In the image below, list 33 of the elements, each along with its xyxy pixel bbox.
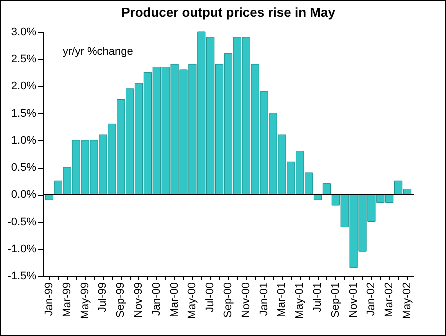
x-tick-label: Sep-01	[330, 282, 342, 318]
x-tick-label: May-00	[186, 282, 199, 320]
x-tick-label: Mar-01	[276, 282, 288, 318]
x-tick-label: Nov-99	[132, 282, 145, 318]
x-tick-label: Sep-00	[222, 282, 234, 318]
x-tick-label: May-02	[402, 282, 414, 320]
x-tick-label: Jul-99	[97, 282, 110, 312]
y-tick-label: 0.0%	[11, 189, 37, 202]
y-tick-label: -1.0%	[8, 243, 37, 256]
x-tick-label: Jan-01	[258, 282, 270, 316]
x-tick-label: Jul-00	[204, 282, 217, 312]
x-tick-label: Mar-00	[168, 282, 181, 318]
x-tick-label: Jan-00	[150, 282, 163, 316]
x-tick-label: Jan-99	[43, 282, 56, 316]
y-tick-label: 1.0%	[11, 134, 37, 147]
x-tick-label: Jul-01	[312, 282, 324, 312]
y-tick-label: 1.5%	[11, 108, 37, 120]
y-tick-label: -0.5%	[8, 216, 37, 228]
y-tick-label: -1.5%	[8, 270, 37, 282]
chart-title: Producer output prices rise in May	[122, 5, 336, 20]
x-tick-label: Nov-01	[348, 282, 360, 318]
y-tick-label: 0.5%	[11, 162, 37, 174]
x-tick-label: May-01	[294, 282, 306, 320]
annotation: yr/yr %change	[63, 46, 134, 58]
x-tick-label: Jan-02	[366, 282, 378, 316]
x-tick-label: Mar-02	[384, 282, 396, 318]
y-tick-label: 2.5%	[11, 54, 37, 66]
x-tick-label: May-99	[79, 282, 92, 320]
y-tick-label: 2.0%	[11, 80, 37, 93]
x-tick-label: Sep-99	[115, 282, 128, 318]
x-tick-label: Nov-00	[240, 282, 252, 318]
y-tick-label: 3.0%	[11, 26, 37, 38]
x-tick-label: Mar-99	[61, 282, 74, 318]
